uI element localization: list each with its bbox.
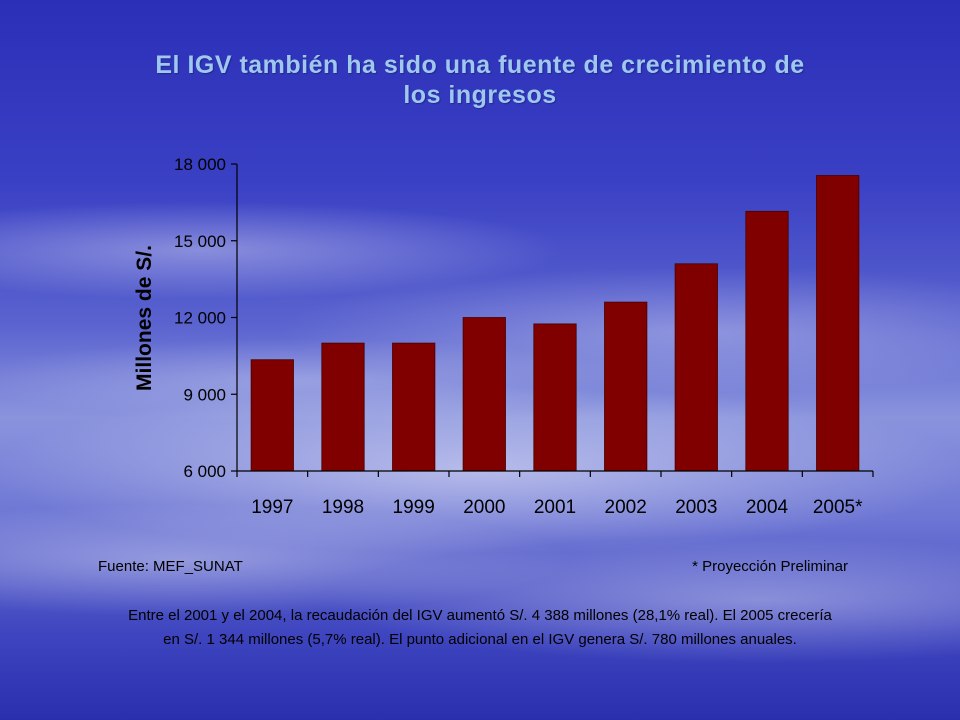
bar-2005* [816,175,860,472]
summary-text: Entre el 2001 y el 2004, la recaudación … [60,604,900,652]
y-tick-label: 18 000 [174,155,226,174]
summary-line-2: en S/. 1 344 millones (5,7% real). El pu… [163,631,797,648]
igv-bar-chart: 6 000 9 000 12 000 15 000 18 000 1997 1998 1999… [133,155,874,518]
y-tick-label: 9 000 [183,385,226,404]
summary-line-1: Entre el 2001 y el 2004, la recaudación … [128,607,832,624]
x-tick-label: 1997 [251,497,293,518]
source-note: Fuente: MEF_SUNAT [98,558,243,575]
x-tick-label: 2000 [463,497,505,518]
y-tick-label: 12 000 [174,309,226,328]
y-axis-label: Millones de S/. [133,245,156,391]
slide-title: El IGV también ha sido una fuente de cre… [60,50,900,110]
bar-2001 [533,323,577,472]
bar-1997 [250,359,294,472]
bar-2003 [674,263,718,472]
projection-note: * Proyección Preliminar [692,558,848,575]
x-tick-label: 2001 [534,497,576,518]
x-tick-label: 2005* [813,497,863,518]
title-line-2: los ingresos [403,81,557,109]
bar-2002 [604,301,648,472]
x-tick-label: 2002 [605,497,647,518]
axes-group: 6 000 9 000 12 000 15 000 18 000 1997 1998 1999… [174,155,874,518]
y-tick-label: 15 000 [174,232,226,251]
bar-2004 [745,210,789,472]
x-tick-label: 1998 [322,497,364,518]
bar-2000 [462,317,506,472]
x-tick-label: 2004 [746,497,789,518]
x-tick-label: 1999 [393,497,435,518]
title-line-1: El IGV también ha sido una fuente de cre… [155,51,805,79]
bar-1998 [321,342,365,472]
y-tick-label: 6 000 [183,462,226,481]
bar-1999 [392,342,436,472]
x-tick-label: 2003 [675,497,717,518]
bars-group [250,175,860,472]
